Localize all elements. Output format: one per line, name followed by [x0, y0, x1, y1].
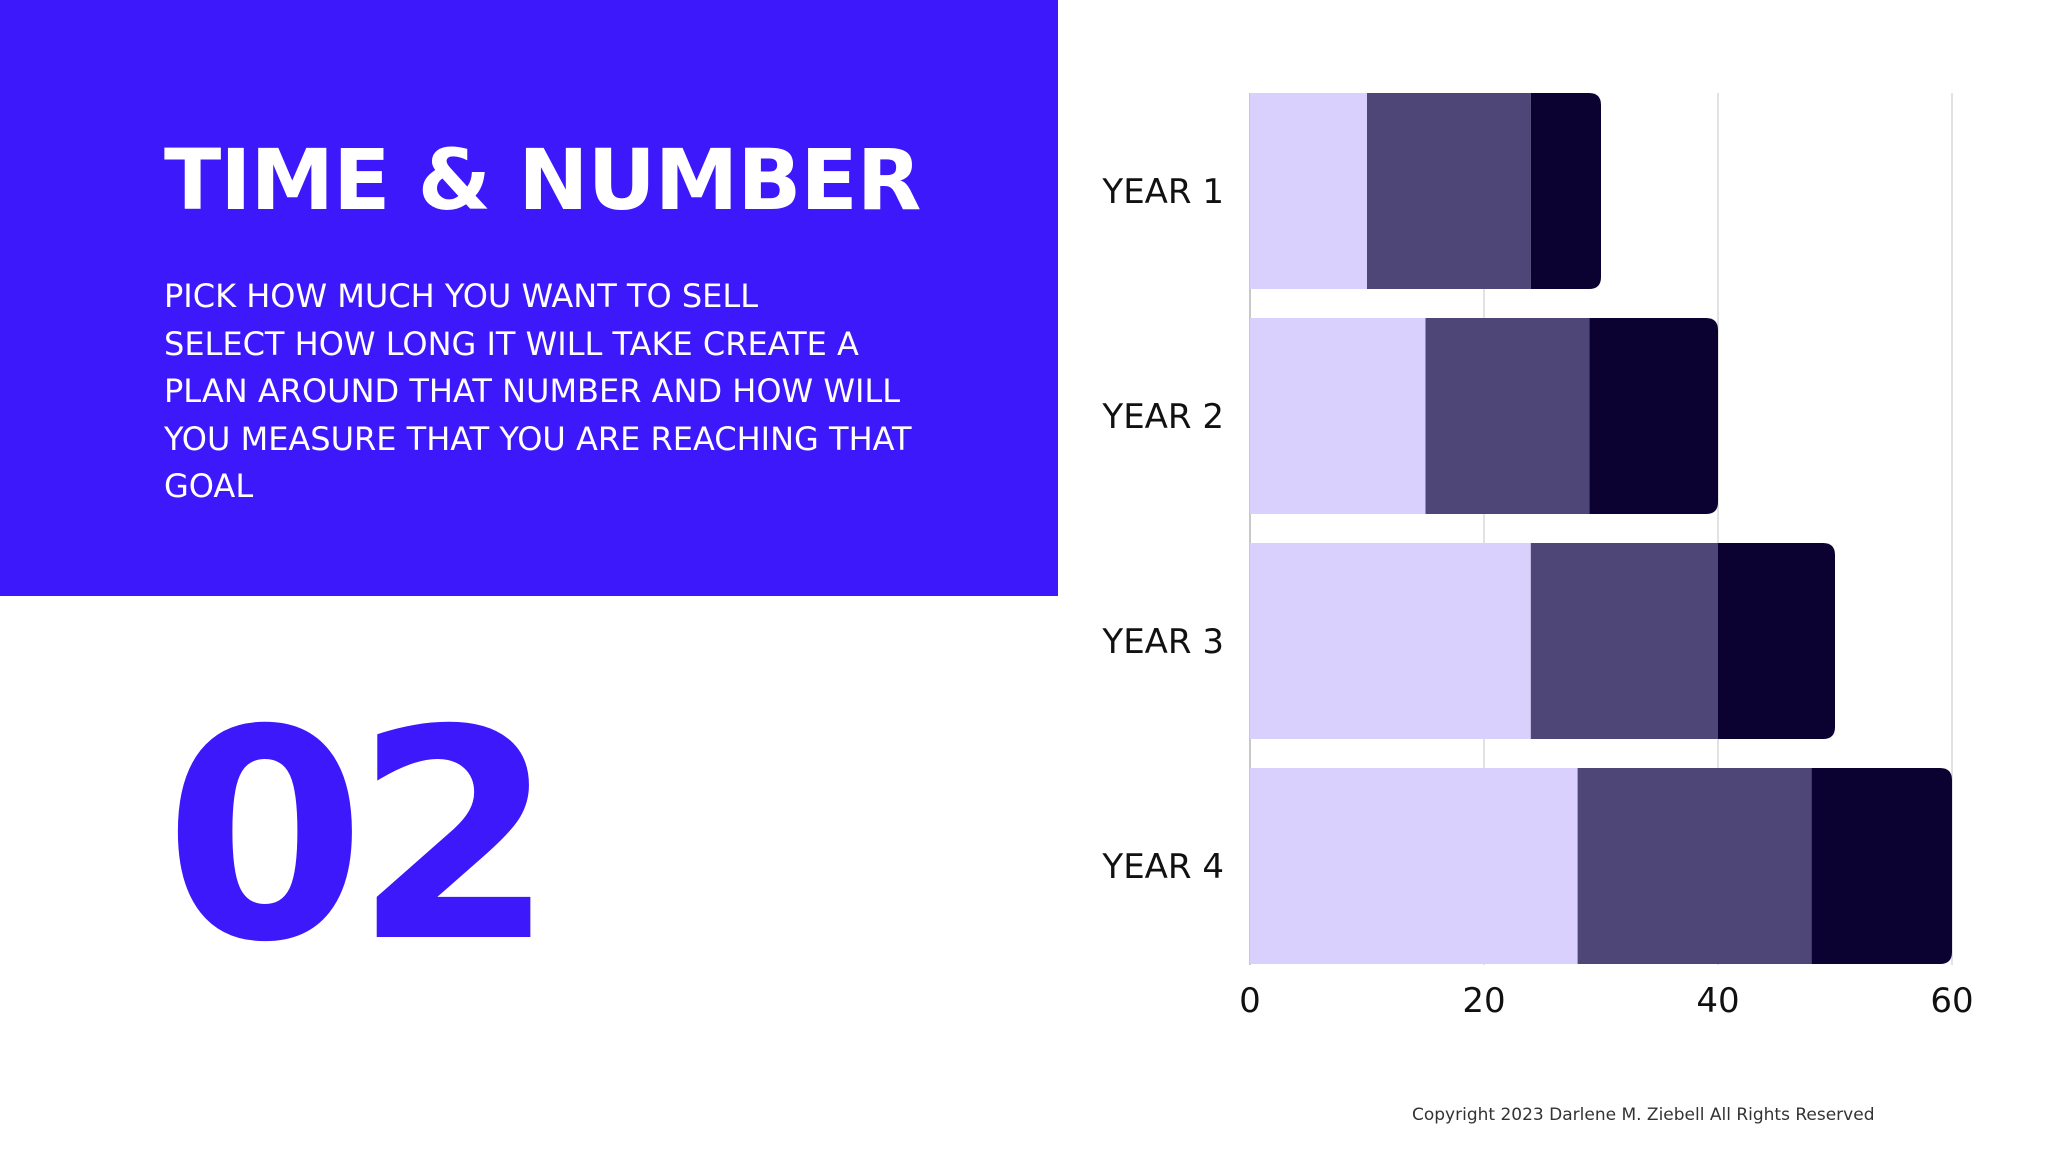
- bar-segment: [1367, 93, 1531, 289]
- slide-body-text: PICK HOW MUCH YOU WANT TO SELL SELECT HO…: [164, 273, 1014, 511]
- body-line: SELECT HOW LONG IT WILL TAKE CREATE A: [164, 324, 859, 363]
- bar-segment: [1250, 543, 1531, 739]
- category-label: YEAR 4: [1101, 847, 1224, 887]
- section-number: 02: [164, 669, 556, 1006]
- category-label: YEAR 3: [1101, 622, 1224, 662]
- body-line: YOU MEASURE THAT YOU ARE REACHING THAT: [164, 419, 912, 458]
- x-tick-label: 60: [1930, 981, 1973, 1021]
- bar-layer: [1250, 93, 1952, 964]
- bar-segment: [1530, 543, 1718, 739]
- label-layer: 0 20 40 60 YEAR 1 YEAR 2 YEAR 3 YEAR 4: [1101, 172, 1973, 1021]
- bar-segment: [1250, 318, 1426, 514]
- bar-segment: [1718, 543, 1835, 739]
- category-label: YEAR 2: [1101, 397, 1224, 437]
- body-line: PICK HOW MUCH YOU WANT TO SELL: [164, 277, 759, 315]
- bar-segment: [1530, 93, 1601, 289]
- category-label: YEAR 1: [1101, 172, 1224, 212]
- x-tick-label: 40: [1696, 981, 1739, 1021]
- bar-segment: [1250, 93, 1367, 289]
- title-panel: TIME & NUMBER PICK HOW MUCH YOU WANT TO …: [0, 0, 1058, 596]
- bar-segment: [1425, 318, 1590, 514]
- copyright-text: Copyright 2023 Darlene M. Ziebell All Ri…: [1412, 1105, 1875, 1125]
- x-tick-label: 20: [1462, 981, 1505, 1021]
- slide-title: TIME & NUMBER: [164, 131, 921, 229]
- body-line: PLAN AROUND THAT NUMBER AND HOW WILL: [164, 372, 901, 410]
- x-tick-label: 0: [1239, 981, 1261, 1021]
- body-line: GOAL: [164, 467, 254, 505]
- bar-segment: [1811, 768, 1952, 964]
- bar-segment: [1589, 318, 1718, 514]
- bar-segment: [1577, 768, 1812, 964]
- bar-segment: [1250, 768, 1578, 964]
